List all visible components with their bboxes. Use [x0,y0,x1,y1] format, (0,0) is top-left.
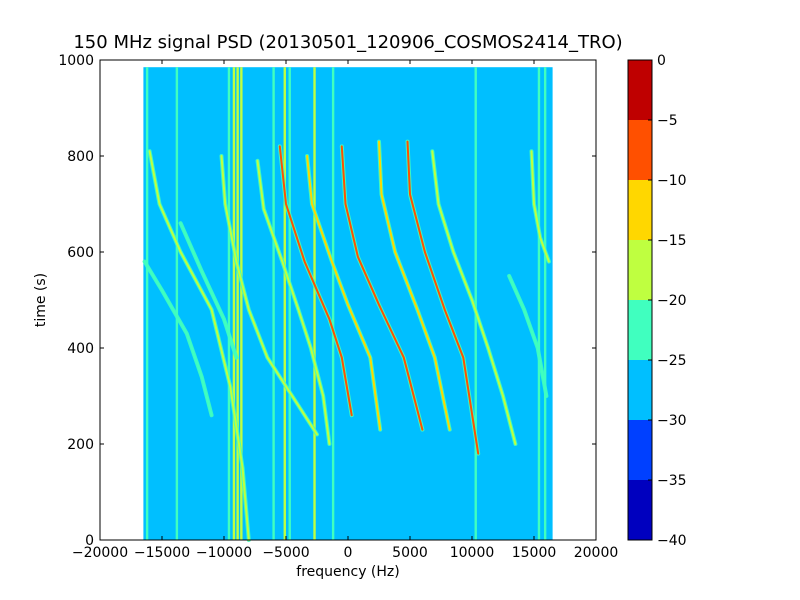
y-tick-label: 800 [67,149,94,165]
doppler-track [530,150,550,263]
x-tick-label: −10000 [196,545,252,561]
colorbar-tick-label: −30 [657,413,687,429]
y-axis: 0 200 400 600 800 1000 [58,53,596,549]
carrier-line [543,67,547,540]
doppler-track [148,150,250,541]
y-tick-label: 600 [67,245,94,261]
doppler-track [143,260,213,417]
carrier-line [232,67,236,540]
colorbar: 0 −5 −10 −15 −20 −25 −30 −35 −40 [627,53,687,549]
x-tick-label: −15000 [134,545,190,561]
carrier-line [240,67,243,540]
doppler-track [220,155,318,436]
carrier-line [227,67,231,540]
y-tick-label: 0 [85,533,94,549]
colorbar-band [628,420,652,480]
colorbar-band [628,360,652,420]
colorbar-tick-label: −15 [657,233,687,249]
x-tick-label: 10000 [450,545,495,561]
colorbar-band [628,300,652,360]
doppler-track [378,140,451,431]
doppler-track [179,222,238,359]
carrier-line [272,67,275,540]
plot-area [99,59,597,542]
carrier-line [474,67,477,540]
colorbar-band [628,480,652,540]
carrier-line [537,67,541,540]
y-tick-label: 1000 [58,53,94,69]
carrier-line [283,67,286,540]
y-tick-label: 200 [67,437,94,453]
colorbar-tick-label: −20 [657,293,687,309]
heatmap-image [142,67,553,542]
carrier-line [236,67,239,540]
doppler-track [340,145,424,431]
carrier-line [145,67,149,540]
x-axis-label: frequency (Hz) [296,564,399,580]
colorbar-band [628,120,652,180]
colorbar-tick-label: −25 [657,353,687,369]
doppler-track [431,150,517,445]
colorbar-tick-label: −35 [657,473,687,489]
carrier-line [331,67,335,540]
y-tick-label: 400 [67,341,94,357]
x-axis: −20000 −15000 −10000 −5000 0 5000 10000 15000 20… [72,60,618,561]
x-tick-label: 5000 [392,545,428,561]
colorbar-tick-label: 0 [657,53,666,69]
y-axis-label: time (s) [33,273,49,327]
colorbar-band [628,180,652,240]
x-tick-label: 0 [344,545,353,561]
carrier-line [288,67,291,540]
colorbar-band [628,60,652,120]
carrier-line [313,67,316,540]
doppler-track [256,159,331,445]
doppler-track [406,140,480,455]
doppler-track [278,145,353,417]
x-tick-label: 15000 [512,545,557,561]
x-tick-label: −20000 [72,545,128,561]
doppler-track [508,275,548,397]
colorbar-tick-label: −40 [657,533,687,549]
colorbar-band [628,240,652,300]
doppler-track [306,155,382,431]
colorbar-tick-label: −10 [657,173,687,189]
carrier-line [175,67,179,540]
chart-title: 150 MHz signal PSD (20130501_120906_COSM… [73,32,622,53]
colorbar-tick-label: −5 [657,113,678,129]
x-tick-label: 20000 [574,545,619,561]
x-tick-label: −5000 [262,545,309,561]
